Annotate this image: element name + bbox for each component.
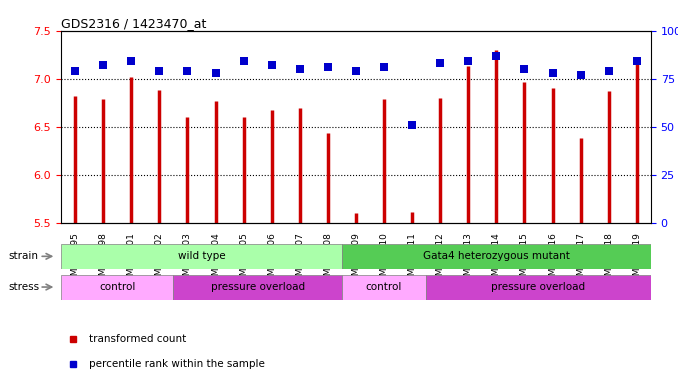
Text: strain: strain (9, 251, 39, 261)
Text: stress: stress (9, 282, 40, 292)
Bar (426, 275, 651, 300)
Text: transformed count: transformed count (89, 334, 186, 344)
Text: control: control (99, 282, 136, 292)
Text: pressure overload: pressure overload (211, 282, 304, 292)
Bar (174, 275, 342, 300)
Text: control: control (366, 282, 402, 292)
Bar (342, 275, 426, 300)
Text: pressure overload: pressure overload (492, 282, 586, 292)
Text: GDS2316 / 1423470_at: GDS2316 / 1423470_at (61, 17, 206, 30)
Text: percentile rank within the sample: percentile rank within the sample (89, 359, 265, 369)
Text: Gata4 heterozygous mutant: Gata4 heterozygous mutant (423, 251, 570, 262)
Bar (61, 244, 342, 269)
Bar (342, 244, 651, 269)
Text: wild type: wild type (178, 251, 225, 262)
Bar (61, 275, 174, 300)
